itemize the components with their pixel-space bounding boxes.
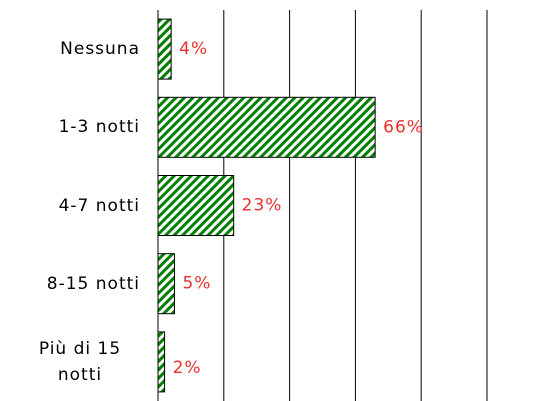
bar — [157, 96, 376, 158]
bar — [157, 175, 235, 236]
value-label: 66% — [383, 117, 424, 137]
value-label: 23% — [242, 196, 283, 216]
category-label: 4-7 notti — [10, 171, 140, 241]
category-label: Nessuna — [10, 14, 140, 84]
value-label: 5% — [182, 274, 211, 294]
bar — [157, 18, 172, 80]
bar — [157, 253, 175, 315]
category-label: 8-15 notti — [10, 249, 140, 319]
category-label: Più di 15 notti — [10, 327, 140, 397]
category-label: 1-3 notti — [10, 92, 140, 162]
value-label: 4% — [179, 39, 208, 59]
category-text: 8-15 notti — [46, 273, 140, 294]
category-text: 1-3 notti — [58, 117, 140, 138]
value-label: 2% — [173, 358, 202, 378]
category-text: Più di 15 notti — [38, 338, 122, 385]
category-text: 4-7 notti — [58, 195, 140, 216]
bar — [157, 331, 166, 393]
category-text: Nessuna — [60, 39, 140, 60]
